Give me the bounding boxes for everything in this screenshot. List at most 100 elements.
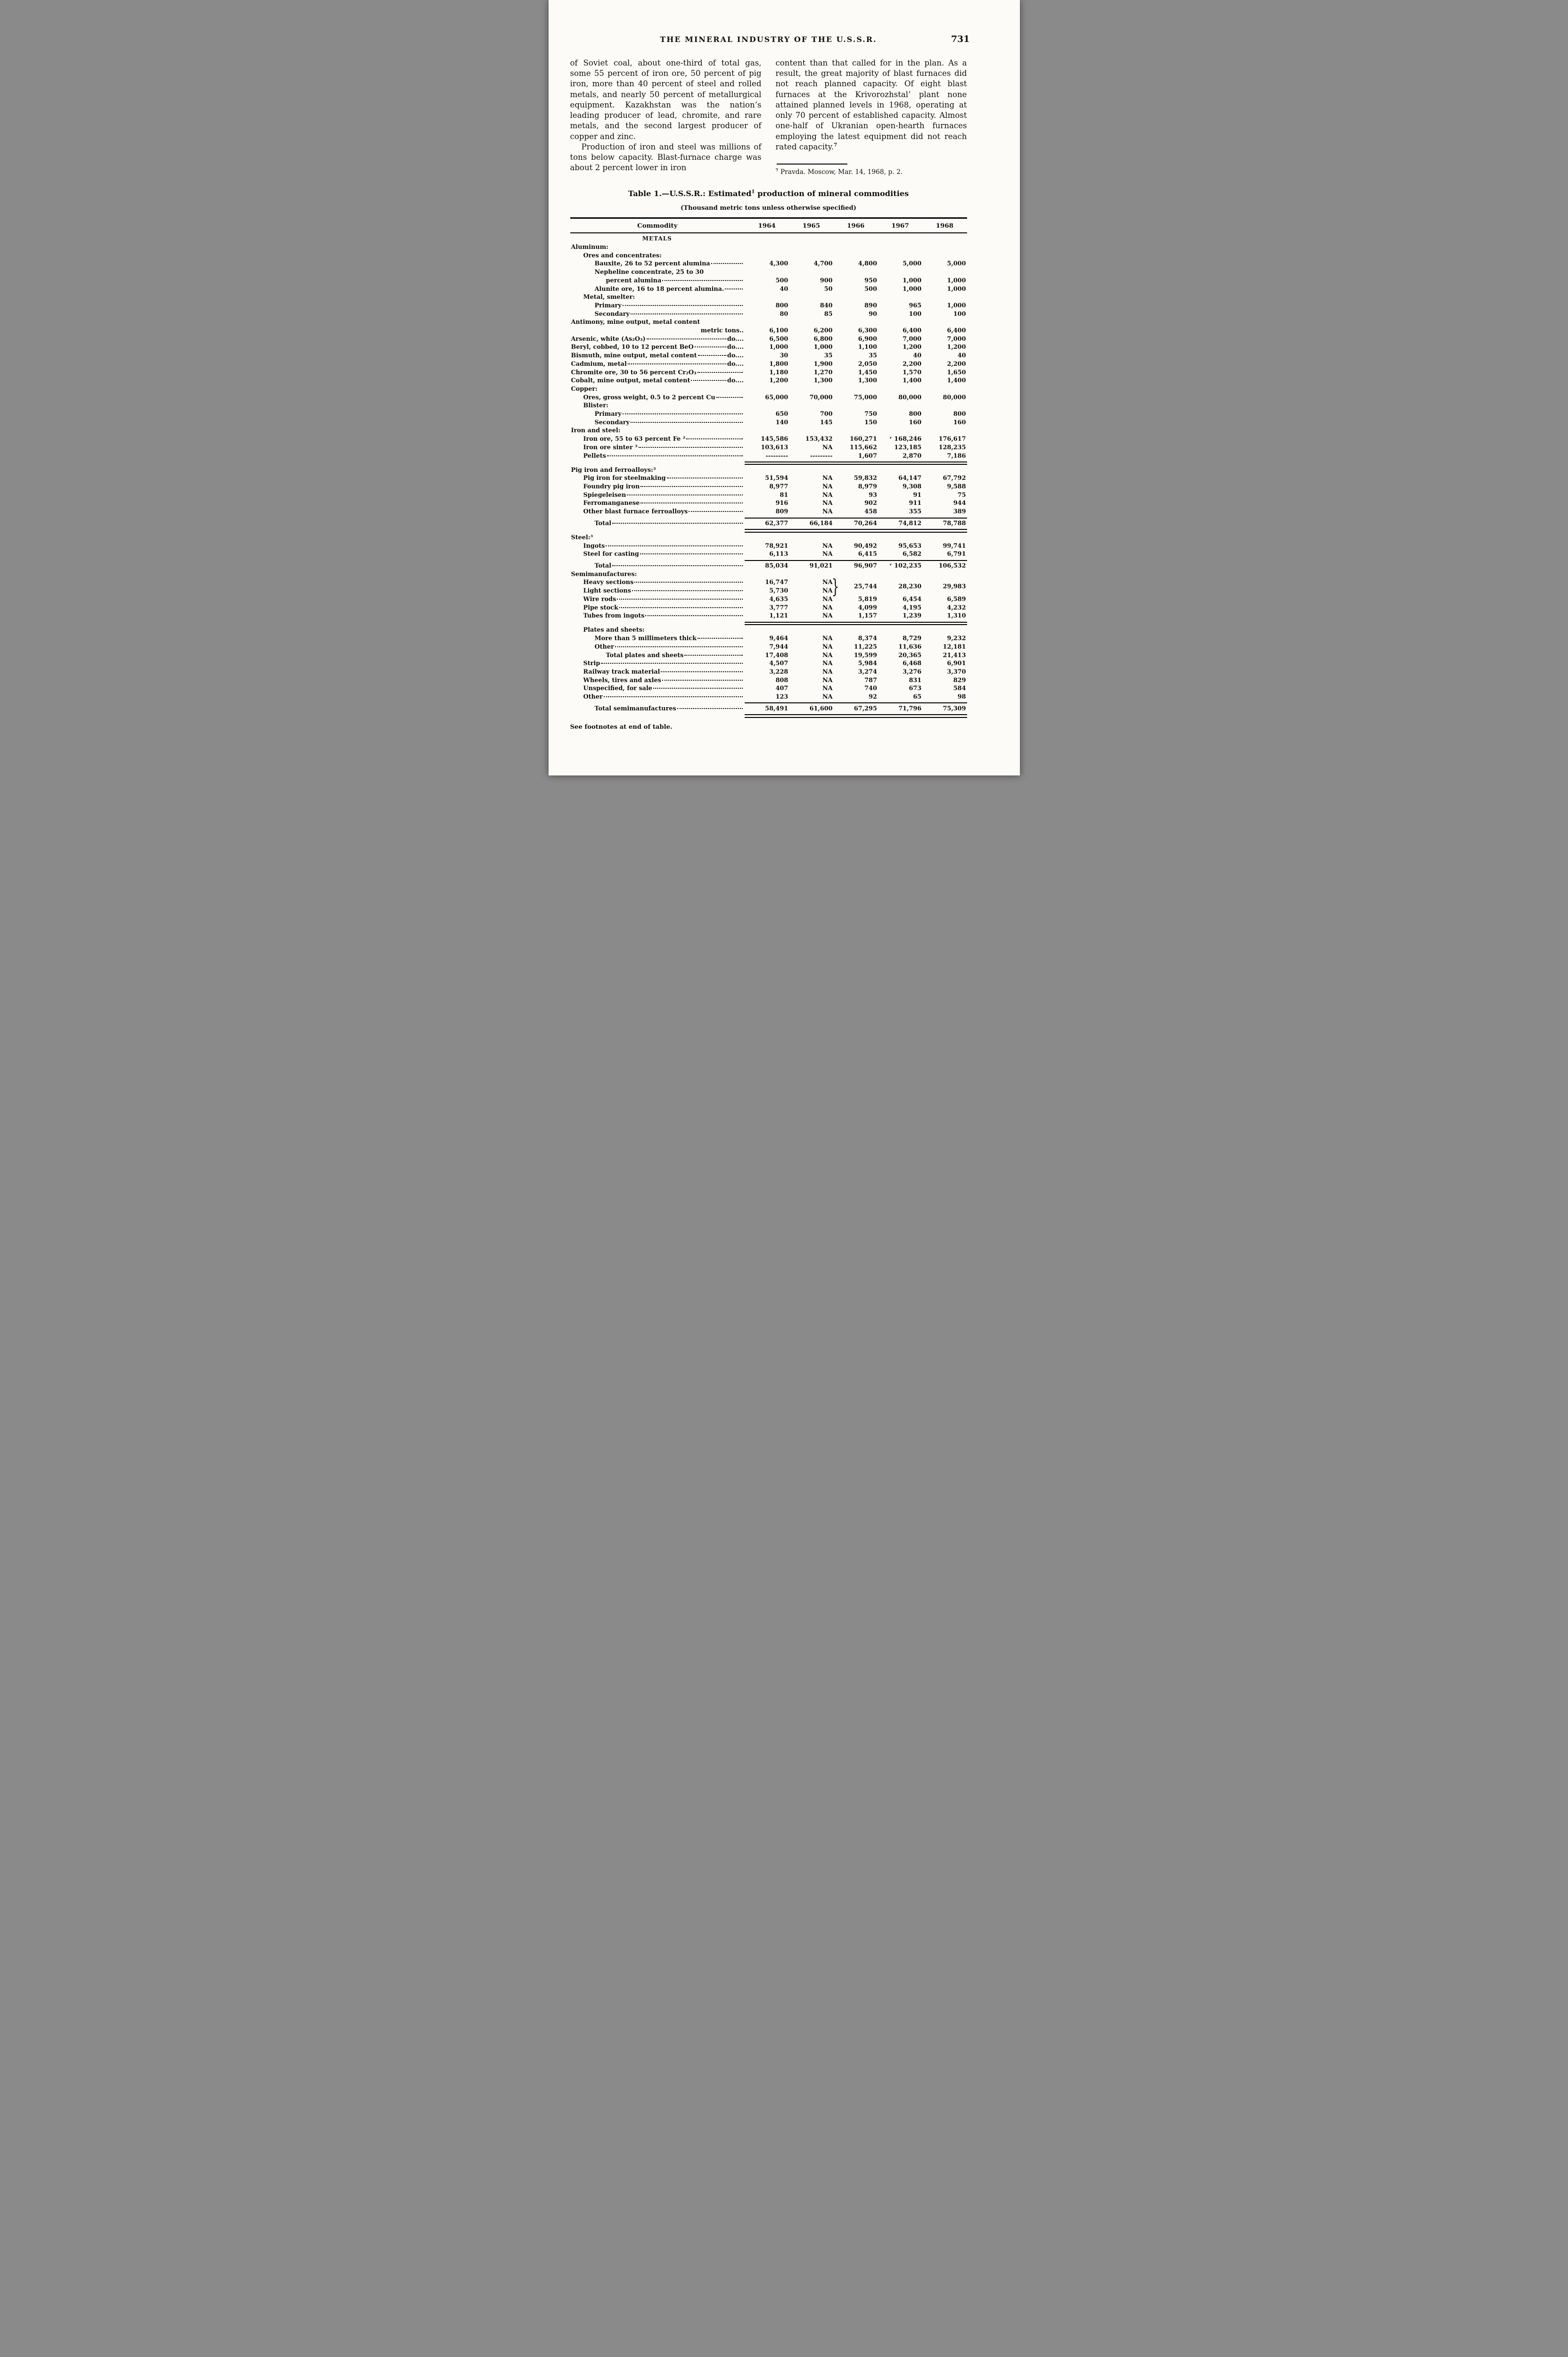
dot-leader	[612, 522, 743, 524]
horizontal-rule	[744, 531, 967, 533]
table-row: Steel for casting 6,113 NA 6,415 6,582 6,791	[570, 551, 967, 559]
cell-value: 91,021	[809, 562, 833, 570]
table-row: Tubes from ingots 1,121 NA 1,157 1,239 1,310	[570, 612, 967, 621]
footnote-marker: 7	[834, 142, 837, 148]
row-label-cell: Bauxite, 26 to 52 percent alumina	[570, 260, 745, 269]
row-label: Tubes from ingots	[570, 612, 744, 620]
rule-cell	[744, 516, 967, 519]
row-label-cell: Ores, gross weight, 0.5 to 2 percent Cu	[570, 394, 745, 402]
cell-value: 1,310	[947, 612, 966, 620]
table-title: Table 1.—U.S.S.R.: Estimated1 production…	[570, 189, 967, 198]
rule-lead-cell	[570, 516, 745, 519]
cell-value: 6,415	[858, 551, 877, 558]
commodity-label: Arsenic, white (As₂O₃)	[571, 335, 646, 343]
cell-value: 17,408	[765, 651, 788, 659]
rule-lead-cell	[570, 701, 745, 705]
footnote-divider	[776, 164, 847, 165]
cell-value: NA	[822, 483, 833, 491]
section-label: Steel:³	[571, 534, 593, 541]
commodity-label: Wire rods	[583, 595, 616, 603]
row-label: Beryl, cobbed, 10 to 12 percent BeO do...…	[570, 344, 744, 351]
cell-value: 80,000	[943, 394, 966, 401]
cell-value: 99,741	[943, 542, 966, 550]
dot-leader	[627, 363, 726, 364]
commodity-label: Light sections	[583, 587, 631, 595]
commodity-header: Commodity	[570, 217, 745, 234]
row-label-cell: Unspecified, for sale	[570, 685, 745, 693]
cell-value: 6,800	[813, 335, 833, 343]
row-label: Unspecified, for sale	[570, 685, 744, 692]
row-label: Ores, gross weight, 0.5 to 2 percent Cu	[570, 394, 744, 402]
cell-value: ---------	[810, 452, 833, 460]
row-label-cell: Tubes from ingots	[570, 612, 745, 621]
table-row: Iron ore sinter ³ 103,613 NA 115,662 123,185…	[570, 444, 967, 452]
cell-value: 1,270	[813, 369, 833, 376]
cell-value: 66,184	[809, 519, 833, 527]
cell-value: 965	[909, 302, 922, 309]
cell-value: 1,400	[947, 377, 966, 385]
unit-label: do....	[727, 352, 744, 360]
commodity-label: Spiegeleisen	[583, 491, 626, 499]
row-label: More than 5 millimeters thick	[570, 635, 744, 643]
row-label: Light sections	[570, 587, 744, 595]
document-page: THE MINERAL INDUSTRY OF THE U.S.S.R. 731…	[548, 0, 1020, 775]
row-label-cell: Spiegeleisen	[570, 491, 745, 500]
unit-label: do....	[727, 360, 744, 368]
cell-value: 71,796	[898, 705, 922, 712]
cell-value: 5,819	[858, 595, 877, 603]
cell-value: 1,800	[769, 360, 788, 368]
table-row: Secondary 140 145 150 160 160	[570, 419, 967, 427]
total-row: Total 85,034 91,021 96,907 ʳ 102,235 106,532	[570, 562, 967, 570]
cell-value: 4,700	[813, 260, 833, 268]
table-row: metric tons.. 6,100 6,200 6,300 6,400 6,400	[570, 327, 967, 335]
left-column: of Soviet coal, about one-third of total…	[570, 58, 762, 177]
cell-value: 2,200	[903, 360, 922, 368]
cell-value: 800	[775, 302, 788, 309]
commodity-label: Beryl, cobbed, 10 to 12 percent BeO	[571, 344, 694, 351]
dot-leader	[622, 305, 743, 306]
cell-value: NA}	[789, 577, 839, 596]
cell-value: 16,747	[765, 579, 788, 586]
cell-value: 1,900	[813, 360, 833, 368]
dot-leader	[622, 413, 743, 415]
cell-value: 90,492	[854, 542, 877, 550]
cell-value: NA	[822, 475, 833, 482]
cell-value: 67,792	[943, 475, 966, 482]
total-label: Total	[594, 519, 612, 527]
dot-leader	[686, 438, 743, 440]
commodity-label: Ferromanganese	[583, 500, 640, 507]
merged-cell-value: 29,983	[943, 583, 966, 591]
row-label-cell: Pellets	[570, 452, 745, 461]
row-label-cell: Nepheline concentrate, 25 to 30	[570, 268, 967, 277]
cell-value: 145,586	[761, 436, 788, 443]
cell-value: 11,636	[898, 643, 922, 651]
dot-leader	[640, 553, 743, 555]
cell-value: 6,900	[858, 335, 877, 343]
section-label: Iron and steel:	[571, 427, 621, 435]
rule-cell	[744, 713, 967, 719]
cell-value: NA	[822, 693, 833, 701]
cell-value: 150	[864, 419, 877, 426]
cell-value: 145	[820, 419, 833, 426]
table-row: Foundry pig iron 8,977 NA 8,979 9,308 9,588	[570, 483, 967, 491]
row-label-cell: Blister:	[570, 402, 967, 411]
table-row: Spiegeleisen 81 NA 93 91 75	[570, 491, 967, 500]
cell-value: NA	[822, 660, 833, 668]
commodity-label: Ingots	[583, 542, 605, 550]
cell-value: 7,944	[769, 643, 788, 651]
row-label: Iron ore, 55 to 63 percent Fe ²	[570, 436, 744, 443]
cell-value: 6,300	[858, 327, 877, 335]
dot-leader	[698, 638, 743, 639]
cell-value: NA	[822, 643, 833, 651]
cell-value: 1,000	[769, 344, 788, 351]
commodity-label: Bismuth, mine output, metal content	[571, 352, 697, 360]
dot-leader	[691, 380, 726, 381]
commodity-label: Steel for casting	[583, 551, 639, 558]
cell-value: 5,000	[947, 260, 966, 268]
row-label-cell: Pipe stock	[570, 604, 745, 612]
section-label: Antimony, mine output, metal content	[571, 319, 700, 326]
table-row: Other 123 NA 92 65 98	[570, 693, 967, 701]
cell-value: 500	[775, 277, 788, 284]
cell-value: 584	[953, 685, 966, 692]
row-label: Other blast furnace ferroalloys	[570, 508, 744, 516]
